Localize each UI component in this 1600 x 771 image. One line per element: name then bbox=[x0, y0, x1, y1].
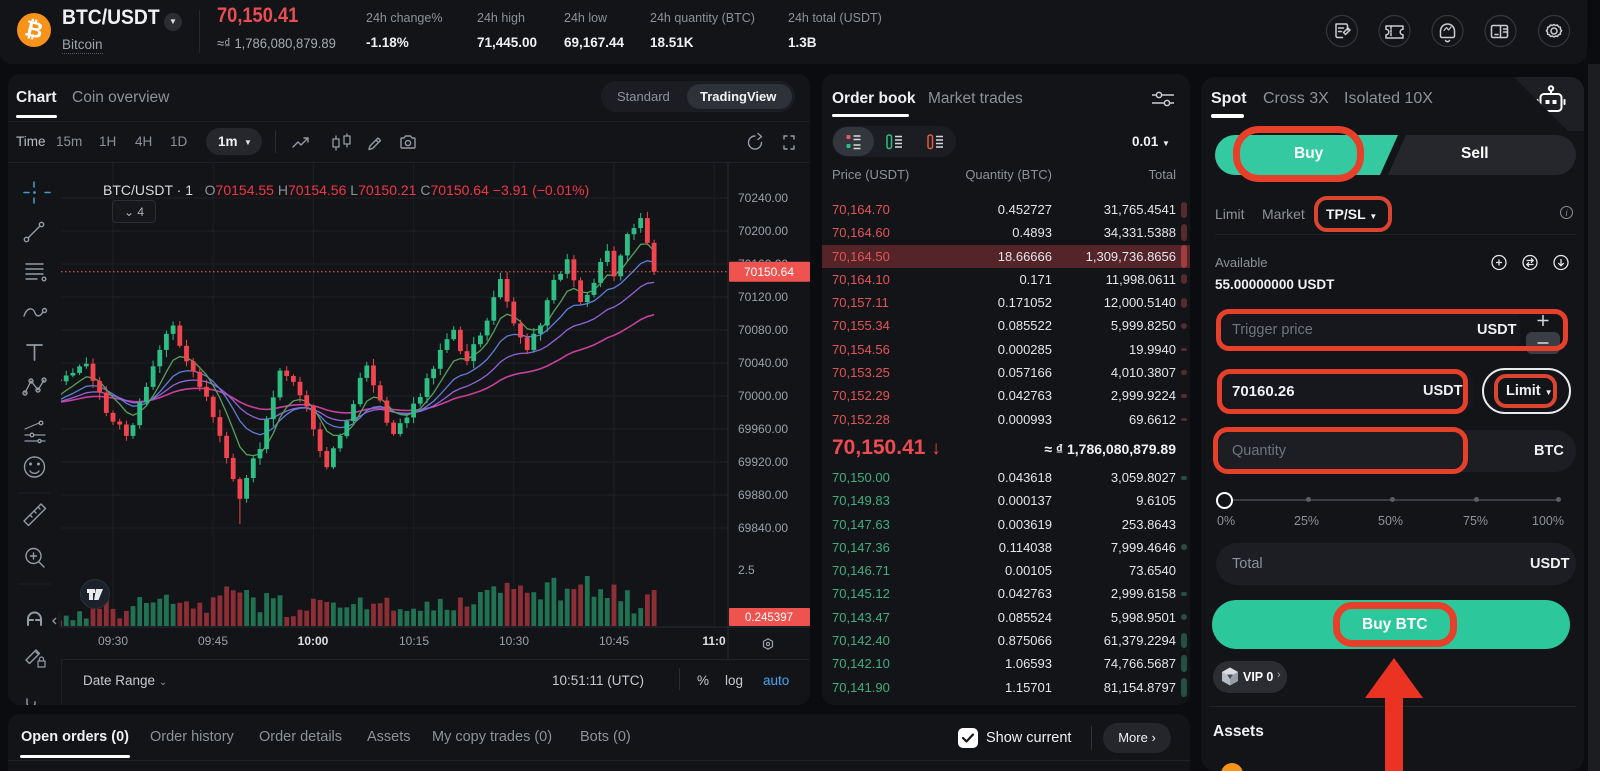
svg-text:69920.00: 69920.00 bbox=[738, 455, 788, 469]
svg-text:0.245397: 0.245397 bbox=[745, 612, 793, 624]
svg-text:09:30: 09:30 bbox=[98, 634, 128, 648]
svg-text:10:45: 10:45 bbox=[599, 634, 629, 648]
svg-text:70240.00: 70240.00 bbox=[738, 191, 788, 205]
svg-text:70040.00: 70040.00 bbox=[738, 356, 788, 370]
svg-text:10:15: 10:15 bbox=[399, 634, 429, 648]
svg-text:11:0: 11:0 bbox=[702, 634, 726, 648]
svg-text:69880.00: 69880.00 bbox=[738, 488, 788, 502]
svg-text:10:00: 10:00 bbox=[298, 634, 329, 648]
svg-text:70200.00: 70200.00 bbox=[738, 224, 788, 238]
svg-text:10:30: 10:30 bbox=[499, 634, 529, 648]
svg-text:2.5: 2.5 bbox=[738, 563, 755, 577]
svg-text:70120.00: 70120.00 bbox=[738, 290, 788, 304]
svg-text:69960.00: 69960.00 bbox=[738, 422, 788, 436]
svg-text:70000.00: 70000.00 bbox=[738, 389, 788, 403]
svg-text:69840.00: 69840.00 bbox=[738, 521, 788, 535]
svg-text:09:45: 09:45 bbox=[198, 634, 228, 648]
svg-text:70150.64: 70150.64 bbox=[744, 265, 794, 279]
svg-text:70080.00: 70080.00 bbox=[738, 323, 788, 337]
